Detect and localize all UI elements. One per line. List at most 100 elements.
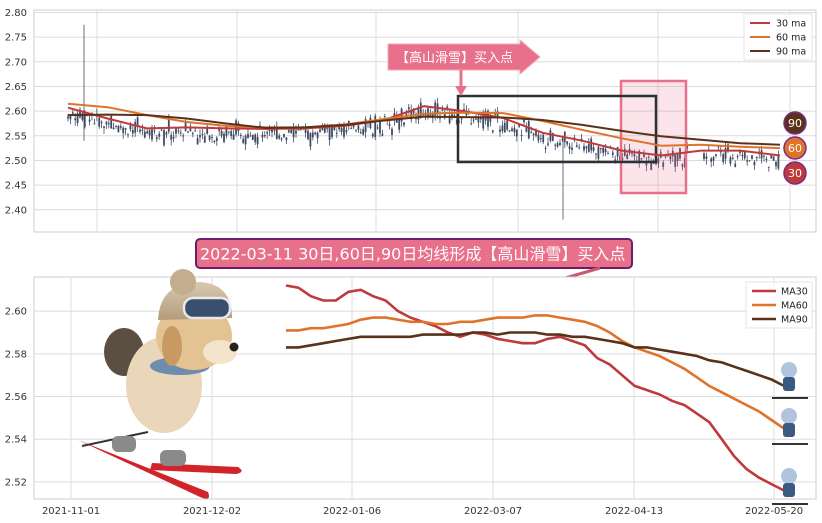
candle-body [314, 132, 317, 135]
candle-body [119, 126, 122, 128]
bottom-line-ma30 [285, 284, 785, 492]
candle-body [724, 148, 727, 159]
candle-body [743, 151, 746, 159]
candle-body [242, 139, 245, 143]
candle-body [491, 130, 494, 133]
candle-body [218, 128, 221, 132]
candle-body [340, 127, 343, 132]
candle-body [530, 132, 533, 134]
dog-boot-left [112, 436, 136, 452]
top-line-60ma [67, 102, 781, 150]
candle-body [239, 134, 242, 136]
candle-body [352, 125, 355, 128]
candle-body [717, 146, 720, 148]
candle-body [357, 125, 360, 130]
top-line-90ma [67, 113, 781, 146]
candle-body [575, 145, 578, 147]
legend-label-60ma: 60 ma [776, 33, 806, 44]
candle-body [105, 121, 108, 125]
candle-body [578, 147, 581, 149]
candle-body [487, 110, 489, 127]
candle-body [561, 139, 564, 141]
ski-goggles [182, 296, 232, 320]
candle-body [429, 114, 432, 118]
candle-body [775, 161, 777, 167]
top-y-tick-label: 2.70 [5, 57, 27, 68]
candle-body [472, 119, 475, 121]
candle-body [230, 131, 233, 137]
candle-body [511, 128, 513, 131]
top-panel: 2.80 2.75 2.70 2.65 2.60 2.55 2.50 2.45 2.40 【高山… [5, 8, 817, 233]
candle-body [69, 115, 72, 120]
candle-body [328, 127, 331, 140]
candle-body [338, 126, 341, 130]
candle-body [436, 103, 439, 115]
candle-body [374, 116, 377, 137]
candle-body [292, 127, 295, 138]
candle-body [388, 124, 391, 126]
candle-body [153, 130, 156, 132]
candle-body [645, 161, 648, 166]
candle-body [122, 127, 125, 134]
candle-body [170, 135, 173, 140]
candle-body [597, 146, 600, 159]
badge-30-label: 30 [788, 167, 802, 180]
candle-body [527, 121, 530, 139]
bottom-y-tick-label: 2.56 [5, 392, 27, 403]
candle-body [664, 156, 667, 158]
bottom-line-ma90 [286, 331, 785, 388]
candle-body [441, 109, 444, 111]
candle-body [650, 161, 653, 170]
candle-body [542, 134, 545, 143]
bottom-panel: 2.60 2.58 2.56 2.54 2.52 2021-11-01 2021-12-0… [5, 269, 817, 517]
candle-body [587, 143, 590, 152]
dog-muzzle [203, 340, 237, 364]
bottom-line-ma60 [286, 314, 785, 430]
candle-body [177, 130, 180, 132]
top-y-tick-labels: 2.80 2.75 2.70 2.65 2.60 2.55 2.50 2.45 2.40 [5, 8, 27, 216]
candle-body [165, 132, 168, 135]
candle-body [453, 115, 456, 117]
candle-body [208, 135, 211, 140]
candle-body [103, 126, 105, 129]
candle-body [748, 160, 751, 162]
candle-body [669, 155, 672, 160]
candle-body [412, 109, 415, 114]
candle-body [191, 132, 194, 135]
candle-body [765, 159, 768, 161]
candle-body [115, 125, 117, 127]
candle-body [112, 127, 115, 129]
candle-body [590, 138, 593, 151]
candle-body [379, 121, 381, 134]
candle-body [343, 126, 345, 137]
candle-body [211, 137, 213, 139]
candle-body [172, 136, 175, 139]
candle-body [107, 123, 110, 125]
candle-body [460, 118, 463, 120]
candle-body [559, 142, 561, 145]
candle-body [443, 113, 446, 119]
candle-body [155, 137, 158, 139]
candle-body [731, 157, 734, 159]
candle-body [772, 156, 775, 161]
candle-body [323, 124, 326, 133]
candle-body [326, 128, 329, 130]
candle-body [179, 132, 182, 134]
candle-body [381, 133, 384, 136]
candle-body [710, 158, 713, 162]
candle-body [515, 129, 518, 137]
candle-body [647, 156, 650, 158]
top-y-tick-label: 2.80 [5, 8, 27, 19]
badge-60 [783, 136, 807, 160]
candle-body [261, 134, 264, 138]
bottom-y-tick-label: 2.58 [5, 349, 27, 360]
top-y-tick-label: 2.65 [5, 82, 27, 93]
candle-body [623, 148, 626, 156]
candle-body [520, 135, 523, 137]
candle-body [621, 157, 624, 161]
x-tick-label: 2021-12-02 [183, 506, 241, 517]
beanie-pompom [170, 269, 196, 295]
candle-body [146, 131, 149, 134]
badge-60-label: 60 [788, 142, 802, 155]
candle-body [355, 130, 357, 132]
